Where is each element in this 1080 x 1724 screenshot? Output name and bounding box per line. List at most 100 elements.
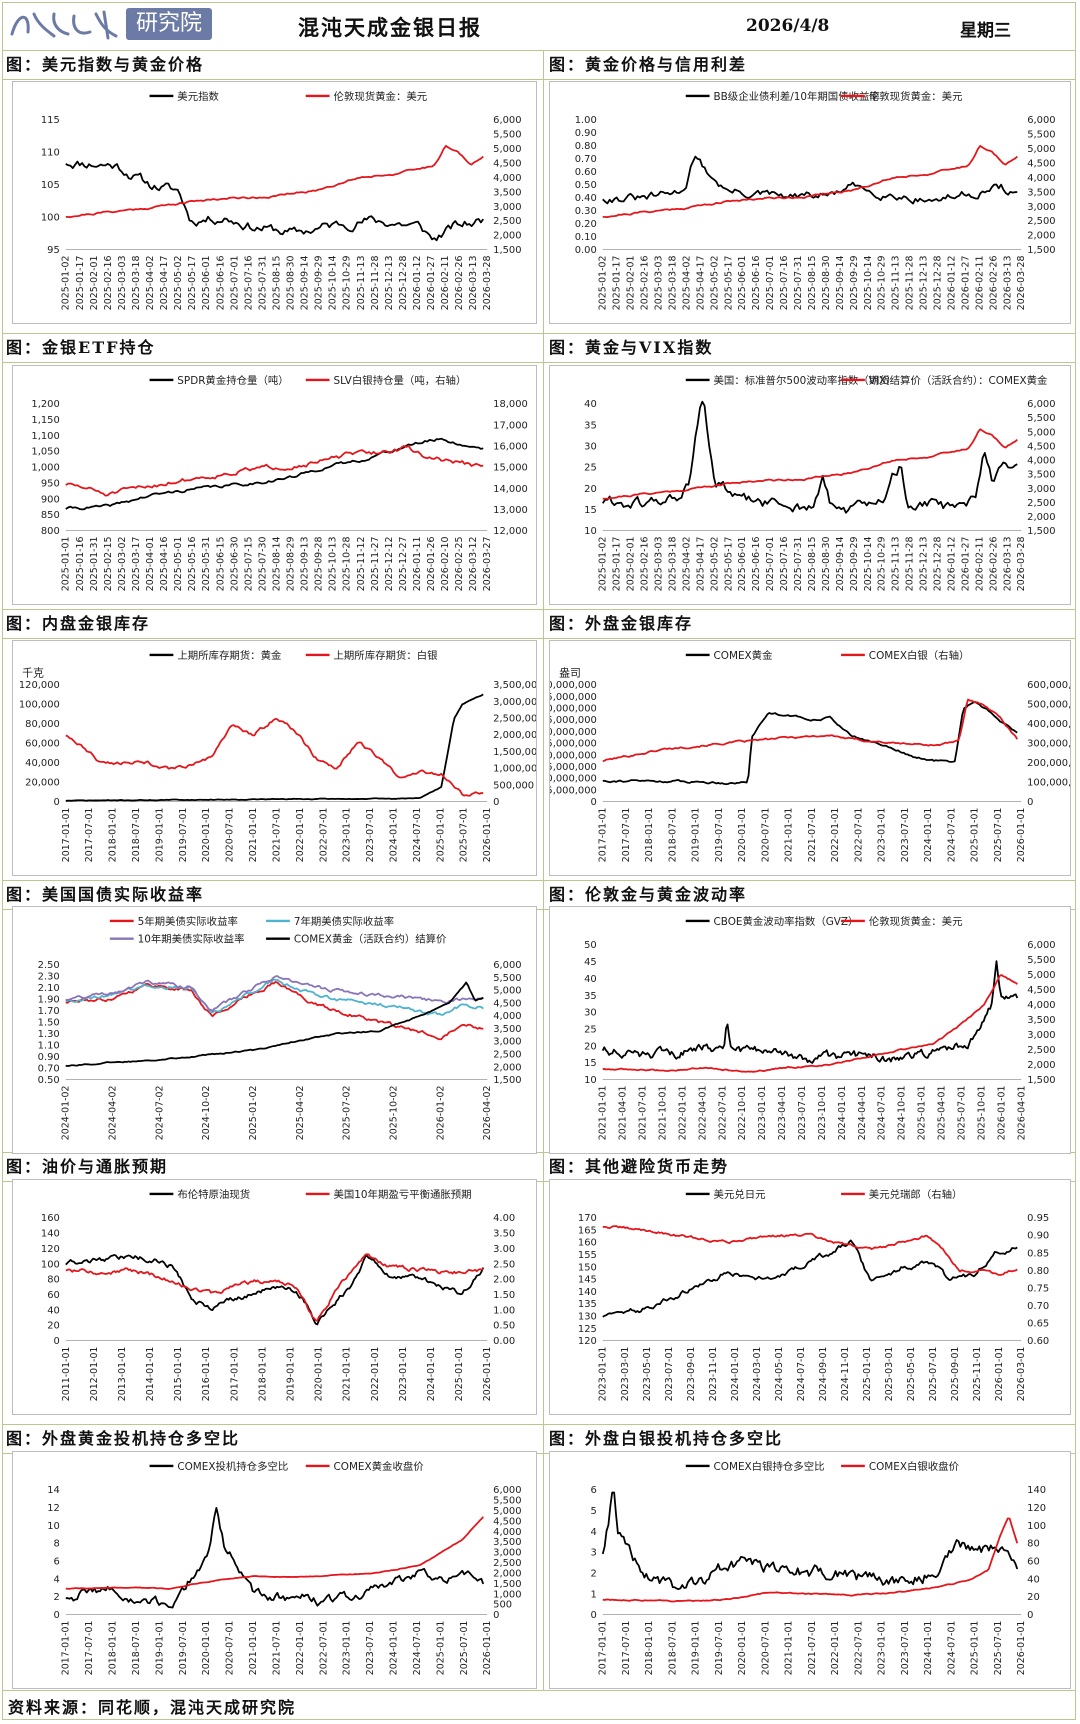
y-left-tick: 15 [584, 505, 597, 516]
x-tick-label: 2026-02-11 [974, 256, 985, 311]
x-tick-label: 2024-07-02 [154, 1086, 165, 1141]
y-right-tick: 2,000 [1027, 231, 1055, 242]
chart-title-c5: 图：内盘金银库存 [6, 614, 151, 633]
x-tick-label: 2026-01-01 [994, 1347, 1005, 1402]
y-left-tick: 10,000,000 [550, 774, 597, 785]
y-left-tick: 100 [41, 213, 60, 224]
x-tick-label: 2025-07-31 [257, 256, 268, 311]
y-left-tick: 1 [590, 1589, 596, 1600]
report-date: 2026/4/8 [746, 16, 830, 36]
x-tick-label: 2018-01-01 [644, 808, 655, 863]
y-right-tick: 4,000 [493, 1011, 521, 1022]
x-tick-label: 2025-01-01 [435, 808, 446, 863]
column-divider [543, 50, 544, 1690]
y-right-tick: 1,500 [493, 1075, 521, 1086]
x-tick-label: 2026-02-11 [440, 256, 451, 311]
x-tick-label: 2025-01-31 [89, 537, 100, 592]
chart-panel-c1: 美元指数 伦敦现货黄金：美元 95 100 105 110 115 1,500 2,000 2,5… [12, 81, 537, 324]
y-right-tick: 1.50 [493, 1290, 515, 1301]
x-tick-label: 2024-04-01 [857, 1086, 868, 1141]
x-tick-label: 2026-03-13 [468, 256, 479, 311]
y-right-tick: 13,000 [493, 505, 528, 516]
x-tick-label: 2025-01-01 [61, 537, 72, 592]
y-right-tick: 500,000 [493, 780, 534, 791]
x-tick-label: 2025-10-02 [389, 1086, 400, 1141]
x-tick-label: 2026-03-12 [468, 537, 479, 592]
series-line-c9-0 [65, 1254, 485, 1326]
x-tick-label: 2022-01-01 [830, 1621, 841, 1676]
series-line-c7-1 [65, 978, 484, 1016]
y-left-tick: 60,000 [25, 739, 60, 750]
x-tick-label: 2023-07-01 [900, 1621, 911, 1676]
y-left-tick: 1.00 [575, 115, 597, 126]
y-right-tick: 3.50 [493, 1229, 515, 1240]
x-tick-label: 2025-03-03 [654, 537, 665, 592]
x-tick-label: 2025-07-02 [342, 1086, 353, 1141]
chart-panel-c6: COMEX黄金COMEX白银（右轴）盎司05,000,00010,000,000… [549, 640, 1071, 876]
x-tick-label: 2021-07-01 [271, 1621, 282, 1676]
y-left-tick: 40,000 [25, 758, 60, 769]
x-tick-label: 2024-01-01 [923, 808, 934, 863]
series-line-c7-3 [65, 981, 484, 1067]
y-left-tick: 140 [41, 1229, 60, 1240]
y-left-tick: 6 [590, 1485, 596, 1496]
chart-svg-c9: 布伦特原油现货 美国10年期盈亏平衡通胀预期 0 20 40 60 80 100 120 140 1… [41, 1188, 515, 1401]
x-tick-label: 2025-07-01 [459, 808, 470, 863]
y-right-tick: 4,500 [493, 998, 521, 1009]
x-tick-label: 2025-08-30 [821, 537, 832, 592]
y-left-tick: 145 [578, 1275, 597, 1286]
company-logo: 研究院 [8, 6, 212, 44]
legend-label: 上期所库存期货：白银 [333, 649, 438, 662]
y-right-tick: 1.00 [493, 1305, 515, 1316]
legend-label: 美元指数 [177, 90, 219, 103]
x-tick-label: 2018-01-01 [644, 1621, 655, 1676]
legend-label: 美元兑瑞郎（右轴） [869, 1188, 963, 1201]
y-right-tick: 400,000,000 [1027, 719, 1070, 730]
x-tick-label: 2024-07-01 [412, 808, 423, 863]
y-right-tick: 2,000 [1027, 1060, 1055, 1071]
x-tick-label: 2025-04-01 [145, 537, 156, 592]
section-divider [2, 362, 1076, 363]
y-left-tick: 850 [41, 510, 60, 521]
y-right-tick: 4,000 [1027, 456, 1055, 467]
y-right-tick: 6,000 [1027, 115, 1055, 126]
x-tick-label: 2025-07-31 [793, 256, 804, 311]
y-left-tick: 25 [584, 463, 597, 474]
x-tick-label: 2023-07-01 [900, 808, 911, 863]
x-tick-label: 2025-11-12 [356, 537, 367, 592]
x-tick-label: 2025-07-01 [993, 1621, 1004, 1676]
y-left-tick: 0 [54, 1336, 60, 1347]
y-left-tick: 25,000,000 [550, 739, 597, 750]
x-tick-label: 2021-04-01 [618, 1086, 629, 1141]
x-tick-label: 2023-07-01 [365, 1621, 376, 1676]
y-right-tick: 600,000,000 [1027, 680, 1070, 691]
y-right-tick: 0.90 [1027, 1231, 1049, 1242]
x-tick-label: 2025-08-15 [271, 256, 282, 311]
y-left-tick: 120 [578, 1336, 597, 1347]
y-right-tick: 3,500 [493, 1024, 521, 1035]
x-tick-label: 2025-03-02 [117, 537, 128, 592]
series-line-c7-0 [65, 981, 484, 1041]
x-tick-label: 2022-07-01 [717, 1086, 728, 1141]
y-left-tick: 0.80 [575, 141, 597, 152]
x-tick-label: 2025-01-17 [612, 537, 623, 592]
x-tick-label: 2026-01-12 [946, 256, 957, 311]
x-tick-label: 2025-09-14 [835, 256, 846, 311]
x-tick-label: 2017-07-01 [621, 1621, 632, 1676]
x-tick-label: 2021-07-01 [638, 1086, 649, 1141]
x-tick-label: 2026-02-26 [988, 537, 999, 592]
chart-title-c4: 图：黄金与VIX指数 [549, 338, 714, 357]
legend-label: 美国：标准普尔500波动率指数（VIX） [714, 374, 897, 387]
y-left-tick: 1,000 [31, 463, 59, 474]
x-tick-label: 2025-05-17 [723, 537, 734, 592]
y-left-tick: 100 [41, 1259, 60, 1270]
x-tick-label: 2023-07-01 [797, 1086, 808, 1141]
y-right-tick: 2,000 [493, 231, 521, 242]
legend-label: 伦敦现货黄金：美元 [869, 90, 963, 103]
y-left-tick: 1,100 [31, 431, 59, 442]
x-tick-label: 2025-01-02 [248, 1086, 259, 1141]
section-divider [2, 1152, 1076, 1153]
x-tick-label: 2019-07-01 [714, 1621, 725, 1676]
x-tick-label: 2025-05-31 [201, 537, 212, 592]
